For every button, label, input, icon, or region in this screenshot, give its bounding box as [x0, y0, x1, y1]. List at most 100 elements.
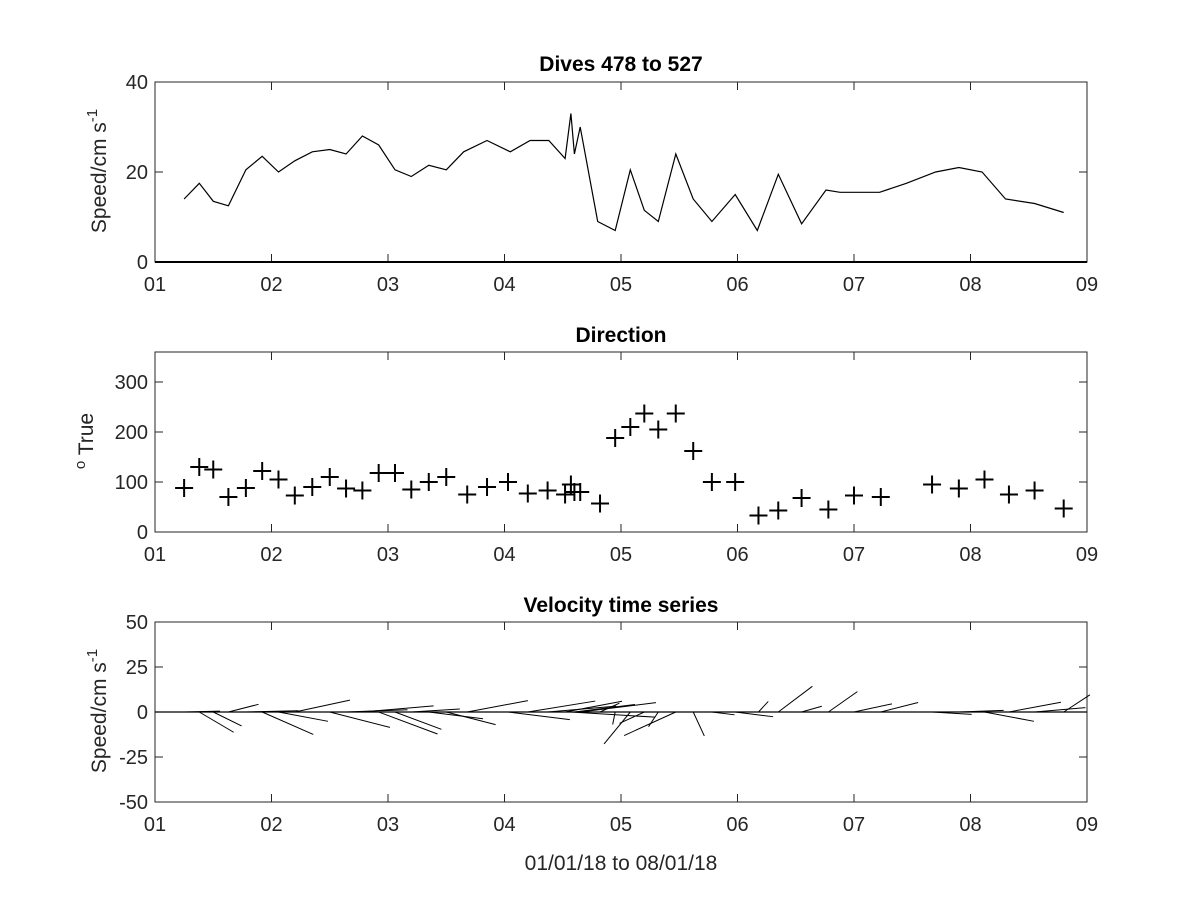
direction-point — [769, 502, 787, 520]
velocity-stick — [620, 712, 645, 723]
direction-point — [253, 462, 271, 480]
velocity-stick — [199, 712, 233, 732]
y-tick-label: -50 — [119, 792, 148, 814]
y-tick-label: 0 — [137, 702, 148, 724]
x-tick-label: 04 — [493, 544, 515, 566]
speed-y-axis-label: Speed/cm s-1 — [84, 109, 111, 233]
direction-point — [478, 478, 496, 496]
direction-point — [591, 495, 609, 513]
direction-point — [321, 468, 339, 486]
velocity-stick — [735, 712, 773, 717]
x-tick-label: 02 — [260, 274, 282, 296]
direction-point — [370, 464, 388, 482]
direction-point — [437, 468, 455, 486]
direction-point — [649, 421, 667, 439]
velocity-stick — [984, 712, 1034, 721]
velocity-stick — [467, 701, 528, 712]
direction-scatter-series — [175, 405, 1073, 525]
direction-point — [420, 473, 438, 491]
plot-frame — [155, 82, 1087, 262]
velocity-stick — [758, 701, 768, 712]
direction-point — [237, 479, 255, 497]
velocity-x-axis-label: 01/01/18 to 08/01/18 — [525, 852, 718, 875]
direction-point — [975, 471, 993, 489]
direction-point — [872, 488, 890, 506]
velocity-stick — [262, 712, 313, 734]
speed-line — [184, 114, 1064, 231]
plot-frame — [155, 352, 1087, 532]
direction-point — [1055, 500, 1073, 518]
y-tick-label: -25 — [119, 747, 148, 769]
x-tick-label: 03 — [377, 274, 399, 296]
x-tick-label: 07 — [843, 814, 865, 836]
direction-point — [819, 501, 837, 519]
y-tick-label: 0 — [137, 522, 148, 544]
x-tick-label: 08 — [959, 814, 981, 836]
x-tick-label: 02 — [260, 814, 282, 836]
direction-point — [386, 464, 404, 482]
direction-point — [219, 488, 237, 506]
direction-point — [749, 507, 767, 525]
direction-point — [458, 486, 476, 504]
direction-point — [684, 442, 702, 460]
velocity-stick — [802, 706, 822, 712]
direction-point — [337, 480, 355, 498]
velocity-y-axis-label-superscript: -1 — [84, 649, 101, 662]
direction-point — [303, 478, 321, 496]
direction-point — [703, 473, 721, 491]
velocity-stick — [1035, 708, 1086, 712]
direction-point — [923, 476, 941, 494]
velocity-y-axis-label: Speed/cm s-1 — [84, 649, 111, 773]
x-tick-label: 01 — [144, 814, 166, 836]
x-tick-label: 09 — [1076, 544, 1098, 566]
direction-point — [635, 405, 653, 423]
direction-point — [353, 482, 371, 500]
x-tick-label: 04 — [493, 274, 515, 296]
direction-point — [539, 482, 557, 500]
direction-y-axis-label-prefix: o — [72, 461, 89, 469]
velocity-stick — [330, 712, 390, 727]
x-tick-label: 08 — [959, 544, 981, 566]
velocity-stick — [604, 712, 630, 744]
velocity-stick-series — [155, 686, 1090, 744]
velocity-stick — [1064, 695, 1090, 712]
x-tick-label: 01 — [144, 274, 166, 296]
velocity-stick — [213, 712, 241, 726]
y-tick-label: 0 — [137, 252, 148, 274]
velocity-chart-title: Velocity time series — [524, 594, 719, 617]
direction-point — [793, 489, 811, 507]
x-tick-label: 03 — [377, 814, 399, 836]
velocity-stick — [649, 712, 659, 727]
speed-chart-title: Dives 478 to 527 — [539, 53, 702, 76]
x-tick-label: 07 — [843, 274, 865, 296]
x-tick-label: 04 — [493, 814, 515, 836]
direction-point — [175, 479, 193, 497]
velocity-stick — [429, 712, 483, 719]
y-tick-label: 100 — [115, 472, 148, 494]
x-tick-label: 03 — [377, 544, 399, 566]
x-tick-label: 06 — [726, 814, 748, 836]
direction-point — [667, 405, 685, 423]
direction-point — [950, 480, 968, 498]
velocity-stick — [881, 702, 918, 712]
velocity-stick — [508, 712, 570, 720]
velocity-stick — [828, 692, 857, 712]
velocity-stick — [778, 686, 812, 712]
x-tick-label: 09 — [1076, 274, 1098, 296]
x-tick-label: 05 — [610, 274, 632, 296]
direction-point — [286, 487, 304, 505]
x-tick-label: 01 — [144, 544, 166, 566]
direction-point — [519, 485, 537, 503]
velocity-stick — [693, 712, 704, 736]
velocity-stick — [613, 712, 615, 724]
direction-point — [1000, 486, 1018, 504]
y-tick-label: 300 — [115, 372, 148, 394]
x-tick-label: 06 — [726, 274, 748, 296]
